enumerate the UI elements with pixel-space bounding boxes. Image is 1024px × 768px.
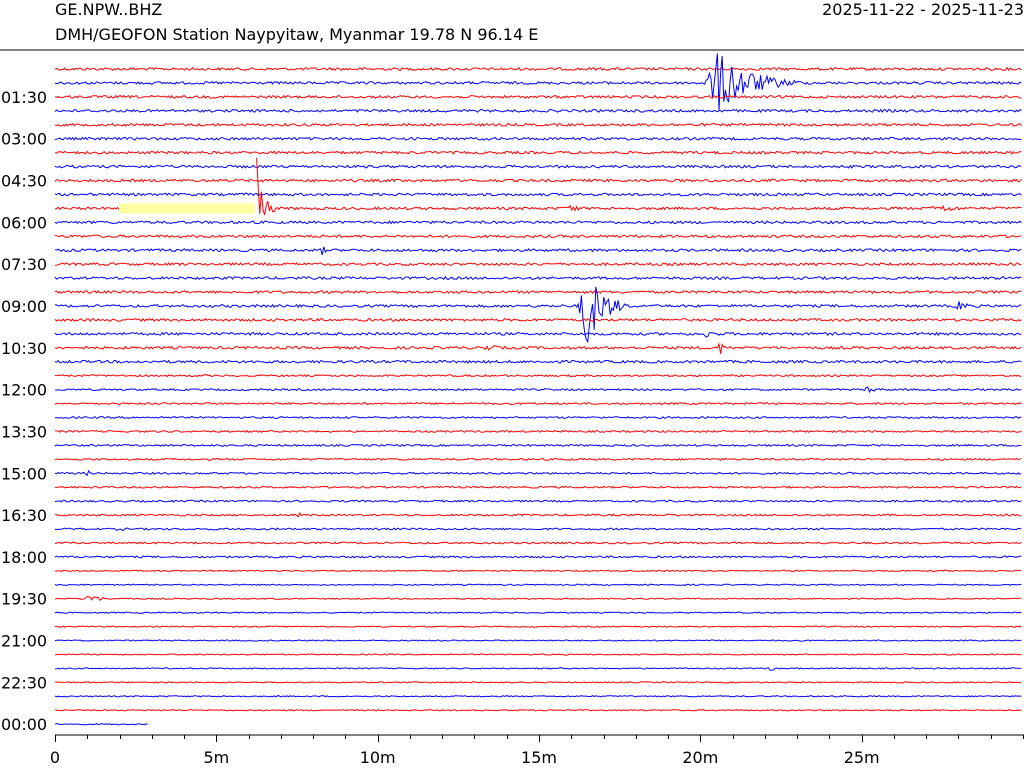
seismogram-trace-row-25: [54, 415, 1022, 420]
seismogram-trace-row-37: [54, 583, 1022, 587]
seismogram-trace-row-39: [54, 611, 1022, 614]
seismogram-trace-row-20: [54, 342, 1022, 354]
time-label-1330: 13:30: [1, 422, 47, 441]
seismogram-trace-row-32: [54, 511, 1022, 518]
seismogram-trace-row-17: [54, 286, 1022, 343]
seismogram-trace-row-4: [54, 122, 1022, 127]
seismogram-trace-row-45: [54, 695, 1022, 698]
seismogram-trace-row-23: [54, 386, 1022, 394]
x-axis: 0 5m 10m 15m 20m 25m: [50, 734, 1024, 767]
seismogram-trace-row-44: [54, 681, 1022, 684]
seismogram-trace-row-27: [54, 443, 1022, 447]
seismogram-trace-row-28: [54, 457, 1022, 461]
x-tick-label-15: 15m: [521, 748, 557, 767]
time-label-0430: 04:30: [1, 172, 47, 191]
seismogram-trace-row-9: [54, 192, 1022, 197]
time-label-2100: 21:00: [1, 632, 47, 651]
time-label-0130: 01:30: [1, 88, 47, 107]
seismogram-trace-row-41: [54, 639, 1022, 642]
seismogram-trace-row-10: [54, 157, 1022, 216]
seismogram-trace-row-21: [54, 359, 1022, 364]
time-label-1500: 15:00: [1, 464, 47, 483]
seismogram-trace-row-8: [54, 178, 1022, 183]
seismogram-trace-row-43: [54, 667, 1022, 671]
time-label-0600: 06:00: [1, 213, 47, 232]
seismogram-trace-row-36: [54, 569, 1022, 572]
seismogram-trace-row-33: [54, 527, 1022, 531]
seismogram-trace-row-6: [54, 150, 1022, 155]
seismogram-trace-row-26: [54, 429, 1022, 434]
seismogram-trace-row-14: [54, 262, 1022, 267]
seismogram-trace-row-1: [54, 53, 1022, 111]
seismogram-trace-row-15: [54, 275, 1022, 281]
seismogram-trace-row-3: [54, 108, 1022, 114]
seismogram-trace-row-42: [54, 653, 1022, 656]
seismogram-trace-row-46: [54, 709, 1022, 712]
seismogram-trace-row-18: [54, 317, 1022, 323]
time-label-2230: 22:30: [1, 673, 47, 692]
seismogram-trace-row-2: [54, 94, 1022, 100]
x-tick-label-5: 5m: [203, 748, 229, 767]
time-label-1030: 10:30: [1, 339, 47, 358]
gap-layer: [119, 203, 256, 214]
station-code: GE.NPW..BHZ: [55, 0, 163, 19]
time-label-0730: 07:30: [1, 255, 47, 274]
seismogram-trace-row-47: [54, 723, 148, 726]
x-tick-label-0: 0: [50, 748, 60, 767]
seismogram-trace-row-38: [54, 595, 1022, 601]
seismogram-trace-row-7: [54, 164, 1022, 169]
x-tick-label-10: 10m: [360, 748, 396, 767]
seismogram-trace-row-0: [54, 66, 1022, 72]
seismogram-trace-row-31: [54, 499, 1022, 503]
time-label-0900: 09:00: [1, 297, 47, 316]
seismogram-trace-row-19: [54, 331, 1022, 338]
data-gap-highlight: [119, 203, 256, 214]
time-label-layer: 01:30 03:00 04:30 06:00 07:30 09:00 10:30 12:00…: [1, 88, 47, 734]
seismogram-trace-row-24: [54, 402, 1022, 406]
seismogram-trace-row-35: [54, 555, 1022, 559]
time-label-1930: 19:30: [1, 590, 47, 609]
time-label-0000: 00:00: [1, 715, 47, 734]
x-tick-label-25: 25m: [844, 748, 880, 767]
seismogram-trace-row-40: [54, 625, 1022, 628]
date-range: 2025-11-22 - 2025-11-23: [822, 0, 1024, 19]
time-label-1200: 12:00: [1, 381, 47, 400]
station-description: DMH/GEOFON Station Naypyitaw, Myanmar 19…: [55, 25, 539, 44]
time-label-0300: 03:00: [1, 130, 47, 149]
seismogram-trace-row-29: [54, 469, 1022, 477]
seismogram-trace-row-22: [54, 374, 1022, 378]
seismogram-trace-row-16: [54, 289, 1022, 295]
seismogram-trace-row-5: [54, 136, 1022, 141]
seismogram-trace-row-34: [54, 541, 1022, 545]
time-label-1630: 16:30: [1, 506, 47, 525]
seismogram-trace-row-12: [54, 234, 1022, 239]
seismogram-trace-row-13: [54, 246, 1022, 256]
seismogram-trace-row-30: [54, 485, 1022, 489]
x-tick-label-20: 20m: [682, 748, 718, 767]
time-label-1800: 18:00: [1, 548, 47, 567]
trace-layer: [54, 53, 1022, 726]
seismogram-trace-row-11: [54, 220, 1022, 225]
